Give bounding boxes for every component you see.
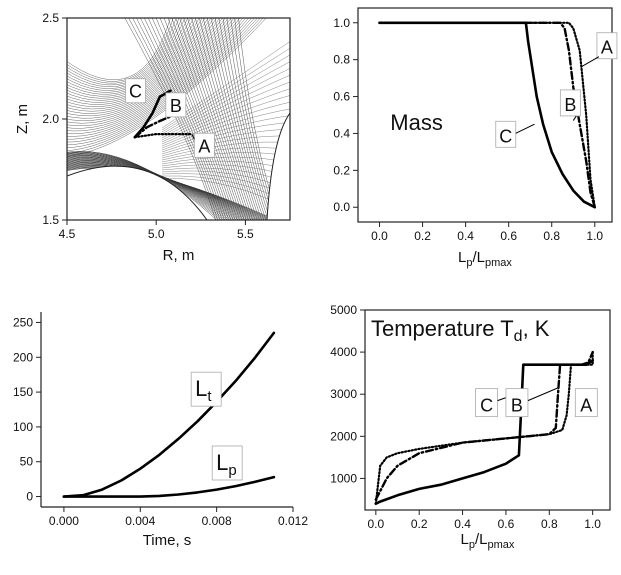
series-line-a <box>133 133 193 139</box>
label-b-box <box>165 92 187 118</box>
series-line-b <box>374 350 594 501</box>
x-tick-label: 0.012 <box>278 514 308 528</box>
x-tick-label: 0.8 <box>543 229 560 243</box>
label-c: C <box>499 126 512 146</box>
series-line-c <box>378 21 597 209</box>
leader-line <box>191 133 195 140</box>
chart-mass: 0.0 0.2 0.4 0.6 0.8 1.0 0.0 0.2 0.4 0.6 0.8 1.0 Mass… <box>333 7 618 269</box>
leader-line <box>572 115 577 121</box>
series-line-lt <box>62 331 276 498</box>
x-tick-label: 5.0 <box>148 227 165 241</box>
y-tick-label: 1.5 <box>42 213 59 227</box>
label-a: A <box>601 38 613 58</box>
label-a: A <box>198 136 210 156</box>
label-a-box <box>193 132 215 158</box>
y-tick-label: 50 <box>20 455 34 469</box>
x-tick-label: 0.4 <box>454 517 471 531</box>
label-c-box <box>125 78 146 104</box>
series-label-lp: Lp <box>216 450 237 479</box>
chart-geometry: 4.5 5.0 5.5 1.5 2.0 2.5 AB C R, m Z, m <box>14 11 291 264</box>
y-tick-label: 0.4 <box>333 126 350 140</box>
y-tick-label: 0.6 <box>333 90 350 104</box>
x-tick-label: 0.2 <box>411 517 428 531</box>
chart-length: 0.000 0.004 0.008 0.012 0 50 100 150 200 250 Lt Lp T… <box>13 312 308 549</box>
y-tick-label: 250 <box>13 315 33 329</box>
series-line-b <box>133 113 176 139</box>
flux-mesh <box>67 18 290 220</box>
panel-label-mass: Mass <box>390 110 443 135</box>
x-tick-label: 0.6 <box>498 517 515 531</box>
y-tick-label: 0.2 <box>333 163 350 177</box>
y-tick-label: 2.0 <box>42 112 59 126</box>
series-label-lt: Lt <box>195 376 212 405</box>
label-b-box <box>559 89 581 117</box>
y-tick-label: 2000 <box>330 429 357 443</box>
plot-frame <box>357 7 613 223</box>
y-tick-label: 1000 <box>330 471 357 485</box>
x-tick-label: 0.4 <box>457 229 474 243</box>
leader-line <box>580 56 600 68</box>
series-label-box <box>190 371 222 407</box>
leader-line <box>515 123 535 134</box>
label-b: B <box>511 396 523 416</box>
x-tick-label: 1.0 <box>584 517 601 531</box>
x-tick-label: 4.5 <box>59 227 76 241</box>
series-line-a <box>378 21 596 209</box>
series-label-box <box>211 445 243 481</box>
x-tick-label: 1.0 <box>586 229 603 243</box>
y-tick-label: 100 <box>13 420 33 434</box>
y-tick-label: 150 <box>13 385 33 399</box>
label-c-box <box>475 388 498 418</box>
x-tick-label: 0.0 <box>371 229 388 243</box>
label-b: B <box>170 96 182 116</box>
x-tick-label: 0.000 <box>49 514 79 528</box>
label-a: A <box>580 396 592 416</box>
label-b: B <box>564 95 576 115</box>
x-axis-label: Lp/Lpmax <box>458 249 512 269</box>
label-c: C <box>480 396 493 416</box>
x-axis-label: R, m <box>163 247 195 264</box>
series-line-c <box>133 89 172 139</box>
x-axis-label: Time, s <box>143 532 192 549</box>
plot-frame <box>364 309 611 511</box>
y-tick-label: 0.8 <box>333 53 350 67</box>
chart-temperature: 0.0 0.2 0.4 0.6 0.8 1.0 1000 2000 3000 4000 5000 Te… <box>330 303 611 551</box>
y-tick-label: 1.0 <box>333 16 350 30</box>
y-tick-label: 5000 <box>330 303 357 317</box>
x-axis-label: Lp/Lpmax <box>461 531 515 551</box>
x-tick-label: 0.008 <box>202 514 232 528</box>
y-tick-label: 200 <box>13 350 33 364</box>
x-tick-label: 0.004 <box>125 514 155 528</box>
x-tick-label: 0.8 <box>541 517 558 531</box>
series-line-lp <box>62 475 276 498</box>
y-axis-label: Z, m <box>14 104 31 134</box>
label-c-box <box>495 120 517 148</box>
series-line-b <box>378 21 596 209</box>
series-line-c <box>374 359 595 506</box>
label-c: C <box>129 82 142 102</box>
panel-label-temperature: Temperature Td, K <box>371 316 550 345</box>
x-tick-label: 0.2 <box>414 229 431 243</box>
label-a-box <box>596 32 618 60</box>
y-tick-label: 4000 <box>330 345 357 359</box>
x-tick-label: 0.0 <box>367 517 384 531</box>
y-tick-label: 0.0 <box>333 200 350 214</box>
y-tick-label: 2.5 <box>42 11 59 25</box>
y-tick-label: 3000 <box>330 387 357 401</box>
x-tick-label: 0.6 <box>500 229 517 243</box>
y-tick-label: 0 <box>26 490 33 504</box>
label-b-box <box>505 388 529 418</box>
leader-line <box>527 387 559 402</box>
label-a-box <box>574 388 598 418</box>
x-tick-label: 5.5 <box>237 227 254 241</box>
